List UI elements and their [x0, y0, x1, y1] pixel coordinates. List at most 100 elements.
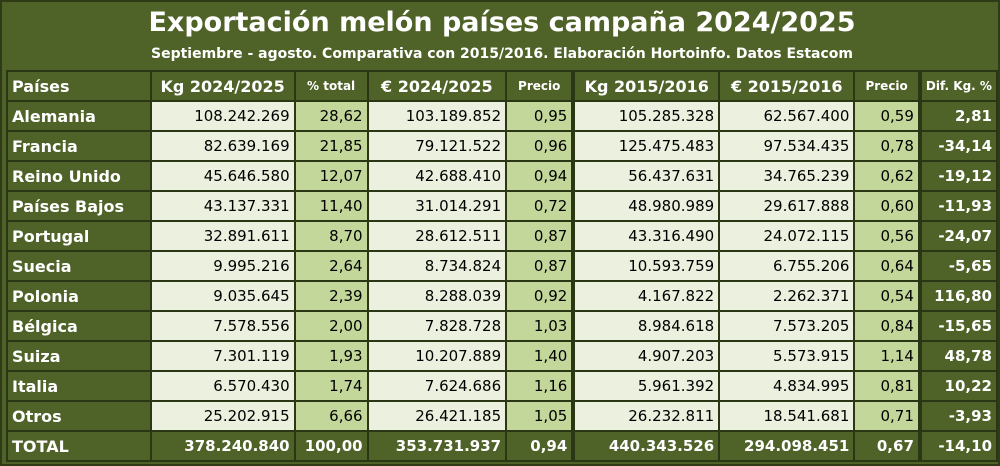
cell-dif-kg: -15,65 — [917, 310, 999, 342]
cell-eur-2024: 26.421.185 — [366, 400, 508, 432]
table-row: Italia 6.570.430 1,74 7.624.686 1,16 5.961.39… — [6, 370, 999, 402]
table-row: Alemania 108.242.269 28,62 103.189.852 0,95 1… — [6, 100, 999, 132]
cell-precio-2015: 0,54 — [853, 280, 921, 312]
cell-kg-2024: 6.570.430 — [149, 370, 296, 402]
cell-eur-2024: 8.734.824 — [366, 250, 508, 282]
cell-country: Polonia — [6, 280, 152, 312]
header-eur-2015: € 2015/2016 — [718, 70, 856, 102]
table-row: Otros 25.202.915 6,66 26.421.185 1,05 26.232.… — [6, 400, 999, 432]
total-kg-2024: 378.240.840 — [149, 430, 296, 462]
cell-precio-2024: 0,94 — [505, 160, 575, 192]
cell-precio-2024: 1,03 — [505, 310, 575, 342]
cell-eur-2024: 31.014.291 — [366, 190, 508, 222]
header-dif-kg: Dif. Kg. % — [917, 70, 999, 102]
cell-dif-kg: 48,78 — [917, 340, 999, 372]
cell-kg-2024: 7.301.119 — [149, 340, 296, 372]
page-title: Exportación melón países campaña 2024/20… — [148, 7, 856, 38]
cell-kg-2015: 4.167.822 — [571, 280, 721, 312]
cell-eur-2015: 6.755.206 — [718, 250, 856, 282]
header-precio-2015: Precio — [853, 70, 921, 102]
cell-dif-kg: -19,12 — [917, 160, 999, 192]
cell-eur-2024: 7.624.686 — [366, 370, 508, 402]
cell-country: Bélgica — [6, 310, 152, 342]
cell-eur-2015: 18.541.681 — [718, 400, 856, 432]
cell-kg-2024: 32.891.611 — [149, 220, 296, 252]
cell-kg-2024: 9.035.645 — [149, 280, 296, 312]
cell-precio-2024: 0,87 — [505, 220, 575, 252]
cell-pct-total: 28,62 — [293, 100, 369, 132]
cell-kg-2015: 5.961.392 — [571, 370, 721, 402]
cell-kg-2015: 125.475.483 — [571, 130, 721, 162]
cell-eur-2024: 10.207.889 — [366, 340, 508, 372]
cell-country: Francia — [6, 130, 152, 162]
cell-pct-total: 1,74 — [293, 370, 369, 402]
total-pct-total: 100,00 — [293, 430, 369, 462]
total-row: TOTAL 378.240.840 100,00 353.731.937 0,94 440… — [6, 430, 999, 462]
total-kg-2015: 440.343.526 — [571, 430, 721, 462]
cell-kg-2015: 26.232.811 — [571, 400, 721, 432]
cell-kg-2024: 45.646.580 — [149, 160, 296, 192]
cell-dif-kg: -3,93 — [917, 400, 999, 432]
cell-eur-2024: 79.121.522 — [366, 130, 508, 162]
cell-kg-2015: 56.437.631 — [571, 160, 721, 192]
total-precio-2024: 0,94 — [505, 430, 575, 462]
cell-kg-2015: 105.285.328 — [571, 100, 721, 132]
total-dif-kg: -14,10 — [917, 430, 999, 462]
cell-country: Reino Unido — [6, 160, 152, 192]
cell-kg-2024: 82.639.169 — [149, 130, 296, 162]
table-row: Portugal 32.891.611 8,70 28.612.511 0,87 43.3… — [6, 220, 999, 252]
cell-pct-total: 2,00 — [293, 310, 369, 342]
header-pct-total: % total — [293, 70, 369, 102]
cell-dif-kg: -34,14 — [917, 130, 999, 162]
cell-pct-total: 11,40 — [293, 190, 369, 222]
cell-kg-2024: 7.578.556 — [149, 310, 296, 342]
cell-kg-2024: 9.995.216 — [149, 250, 296, 282]
cell-pct-total: 1,93 — [293, 340, 369, 372]
cell-eur-2024: 103.189.852 — [366, 100, 508, 132]
cell-precio-2015: 0,59 — [853, 100, 921, 132]
cell-precio-2015: 0,62 — [853, 160, 921, 192]
cell-precio-2015: 0,84 — [853, 310, 921, 342]
cell-eur-2024: 28.612.511 — [366, 220, 508, 252]
total-eur-2024: 353.731.937 — [366, 430, 508, 462]
cell-eur-2015: 7.573.205 — [718, 310, 856, 342]
cell-dif-kg: 10,22 — [917, 370, 999, 402]
cell-dif-kg: -11,93 — [917, 190, 999, 222]
cell-precio-2024: 1,16 — [505, 370, 575, 402]
cell-eur-2015: 97.534.435 — [718, 130, 856, 162]
cell-pct-total: 8,70 — [293, 220, 369, 252]
table-row: Francia 82.639.169 21,85 79.121.522 0,96 125.… — [6, 130, 999, 162]
cell-precio-2024: 0,95 — [505, 100, 575, 132]
cell-kg-2024: 108.242.269 — [149, 100, 296, 132]
cell-precio-2015: 1,14 — [853, 340, 921, 372]
table-row: Suiza 7.301.119 1,93 10.207.889 1,40 4.907.20… — [6, 340, 999, 372]
table-row: Polonia 9.035.645 2,39 8.288.039 0,92 4.167.8… — [6, 280, 999, 312]
total-precio-2015: 0,67 — [853, 430, 921, 462]
cell-pct-total: 2,39 — [293, 280, 369, 312]
cell-country: Italia — [6, 370, 152, 402]
cell-precio-2015: 0,60 — [853, 190, 921, 222]
cell-dif-kg: 116,80 — [917, 280, 999, 312]
cell-kg-2015: 4.907.203 — [571, 340, 721, 372]
cell-eur-2015: 24.072.115 — [718, 220, 856, 252]
cell-eur-2015: 2.262.371 — [718, 280, 856, 312]
cell-dif-kg: -24,07 — [917, 220, 999, 252]
header-row: Países Kg 2024/2025% total € 2024/2025 Prec… — [6, 70, 999, 102]
cell-pct-total: 6,66 — [293, 400, 369, 432]
cell-eur-2015: 62.567.400 — [718, 100, 856, 132]
export-table: Países Kg 2024/2025% total € 2024/2025 Prec… — [6, 70, 999, 462]
cell-dif-kg: 2,81 — [917, 100, 999, 132]
table-row: Suecia 9.995.216 2,64 8.734.824 0,87 10.593.7… — [6, 250, 999, 282]
cell-country: Portugal — [6, 220, 152, 252]
cell-kg-2015: 10.593.759 — [571, 250, 721, 282]
cell-precio-2015: 0,71 — [853, 400, 921, 432]
table-body: Alemania 108.242.269 28,62 103.189.852 0,95 1… — [6, 100, 999, 432]
cell-country: Alemania — [6, 100, 152, 132]
cell-country: Países Bajos — [6, 190, 152, 222]
header-kg-2015: Kg 2015/2016 — [571, 70, 721, 102]
cell-eur-2015: 34.765.239 — [718, 160, 856, 192]
cell-kg-2015: 43.316.490 — [571, 220, 721, 252]
header-paises: Países — [6, 70, 152, 102]
cell-eur-2015: 29.617.888 — [718, 190, 856, 222]
cell-country: Suiza — [6, 340, 152, 372]
